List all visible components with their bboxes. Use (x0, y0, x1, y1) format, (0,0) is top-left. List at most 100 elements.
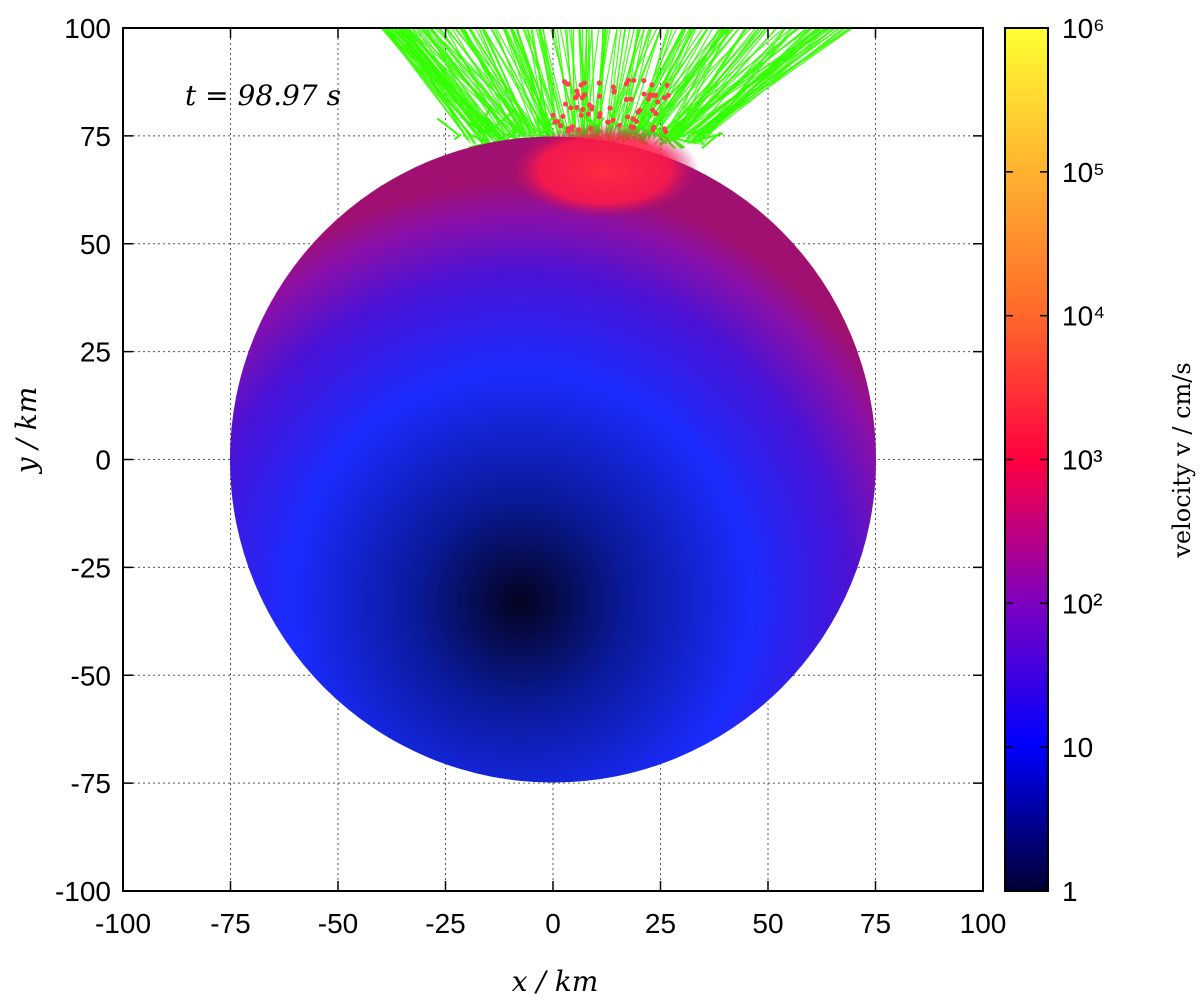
ejecta-trail (415, 28, 488, 140)
x-axis-label: x / km (512, 965, 599, 998)
ejecta-trail (591, 28, 611, 140)
ejecta-trail (627, 28, 710, 142)
ejecta-particle (605, 119, 611, 125)
ejecta-particle (576, 127, 582, 133)
ejecta-particle (557, 123, 564, 129)
ejecta-trail (467, 28, 535, 145)
ejecta-trail (535, 114, 542, 137)
x-tick-label: 75 (860, 908, 891, 939)
ejecta-trail (654, 28, 724, 136)
ejecta-trail (444, 28, 532, 133)
ejecta-particle (560, 113, 566, 119)
ejecta-particle (623, 81, 629, 87)
ejecta-particle (662, 126, 668, 132)
ejecta-particle (653, 110, 659, 117)
ejecta-trail (550, 28, 579, 140)
colorbar-tick-label: 10 (1062, 732, 1093, 763)
body-disk (229, 136, 877, 783)
ejecta-trail (690, 28, 827, 141)
ejecta-trail (491, 28, 549, 140)
ejecta-particle (664, 82, 670, 88)
ejecta-particle (585, 111, 591, 117)
y-tick-label: 50 (80, 229, 111, 260)
ejecta-particle (637, 107, 643, 113)
ejecta-trail (458, 28, 526, 135)
ejecta-trail (638, 28, 692, 140)
ejecta-particle (561, 79, 568, 85)
colorbar-ticks: 1 10 10² 10³ 10⁴ 10⁵ 10⁶ (1005, 13, 1105, 907)
x-tick-label: -25 (425, 908, 465, 939)
ejecta-particle (568, 105, 574, 111)
ejecta-particle (641, 91, 647, 97)
ejecta-particle (665, 92, 672, 98)
ejecta-trail (695, 28, 845, 145)
ejecta-trail (605, 28, 646, 135)
ejecta-particle (588, 125, 594, 132)
ejecta-trail (633, 28, 709, 140)
ejecta-particle (582, 92, 588, 98)
ejecta-particle (641, 77, 647, 84)
ejecta-particle (630, 116, 636, 122)
ejecta-trail (423, 28, 501, 143)
ejecta-trail (696, 131, 705, 146)
ejecta-trail (624, 28, 678, 141)
y-tick-label: -100 (55, 876, 111, 907)
ejecta-particle (661, 95, 668, 101)
ejecta-trail (668, 118, 684, 135)
ejecta-trail (385, 28, 469, 139)
colorbar-tick-label: 1 (1062, 876, 1078, 907)
ejecta-trail (486, 110, 515, 134)
ejecta-trail (482, 28, 554, 143)
ejecta-trail (559, 28, 582, 135)
ejecta-trail (701, 28, 824, 140)
ejecta-trail (628, 28, 685, 137)
axis-ticks (122, 27, 984, 892)
x-tick-label: -100 (95, 908, 151, 939)
x-tick-labels: -100 -75 -50 -25 0 25 50 75 100 (95, 908, 1006, 939)
ejecta-trail (494, 28, 541, 144)
ejecta-trail (687, 28, 841, 139)
ejecta-particle (575, 92, 581, 98)
ejecta-trail (444, 28, 510, 143)
ejecta-trail (666, 28, 732, 142)
ejecta-particle (655, 99, 661, 105)
ejecta-particle (610, 117, 616, 123)
ejecta-trail (429, 28, 502, 133)
y-tick-label: -50 (71, 660, 111, 691)
colorbar-tick-label: 10³ (1062, 445, 1102, 476)
ejecta-particle (610, 84, 616, 90)
ejecta-trail (674, 28, 730, 140)
ejecta-particle (650, 107, 656, 113)
ejecta-trail (635, 28, 669, 140)
colorbar-tick-label: 10⁶ (1062, 13, 1105, 44)
ejecta-particle (596, 93, 603, 99)
x-tick-label: -75 (210, 908, 250, 939)
ejecta-particle (645, 96, 652, 102)
ejecta-trail (659, 28, 749, 138)
ejecta-trail (647, 28, 697, 138)
ejecta-trail (468, 28, 539, 139)
ejecta-trail (701, 131, 722, 150)
y-tick-label: 75 (80, 121, 111, 152)
ejecta-particle (628, 96, 634, 102)
x-tick-label: 50 (752, 908, 783, 939)
ejecta-trail (634, 28, 686, 133)
ejecta-trail (510, 28, 552, 137)
ejecta-trail (516, 28, 556, 138)
ejecta-particle (607, 105, 613, 111)
ejecta-particle (578, 112, 584, 118)
ejecta-trail (588, 28, 592, 138)
ejecta-trail (478, 28, 530, 142)
colorbar-tick-label: 10⁵ (1062, 157, 1105, 188)
time-annotation: t = 98.97 s (185, 79, 341, 112)
x-tick-label: 25 (645, 908, 676, 939)
ejecta-trail (605, 28, 618, 137)
ejecta-trail (455, 28, 537, 137)
ejecta-trail (680, 28, 770, 135)
y-tick-label: 25 (80, 337, 111, 368)
impact-hot-region (509, 122, 700, 218)
ejecta-trail (700, 28, 854, 136)
ejecta-trail (431, 28, 511, 134)
ejecta-trail (389, 28, 477, 145)
